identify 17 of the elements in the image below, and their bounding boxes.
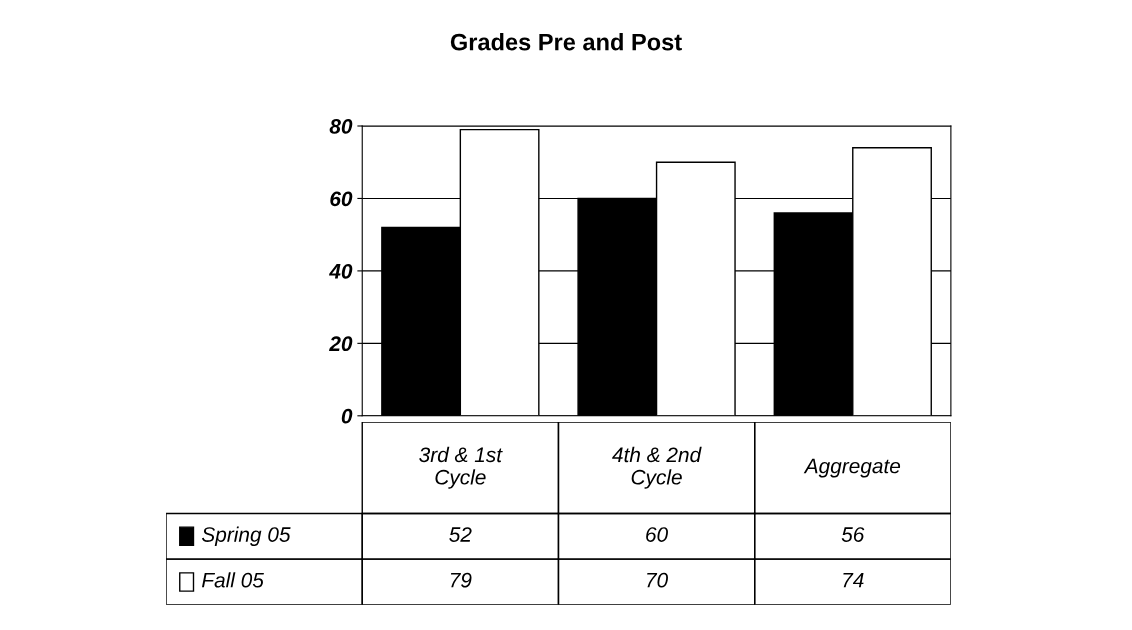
legend-label: Spring 05 [201, 526, 291, 546]
x-tick-label: Aggregate [803, 458, 901, 478]
x-tick-label: 4th & 2nd Cycle [612, 446, 702, 489]
data-label: 74 [843, 573, 864, 588]
y-tick-label: 20 [329, 336, 353, 352]
y-tick-label: 80 [329, 119, 353, 134]
data-label: 79 [450, 572, 472, 588]
legend-label: Fall 05 [201, 572, 264, 588]
data-label: 70 [647, 572, 668, 588]
data-label: 52 [449, 527, 472, 542]
data-label: 56 [841, 527, 865, 542]
y-tick-label: 40 [329, 263, 353, 279]
y-tick-label: 0 [341, 408, 353, 424]
chart-title: Grades Pre and Post [450, 33, 682, 51]
x-tick-label: 3rd & 1st Cycle [419, 446, 503, 489]
y-tick-label: 60 [330, 191, 353, 207]
data-label: 60 [646, 527, 668, 542]
